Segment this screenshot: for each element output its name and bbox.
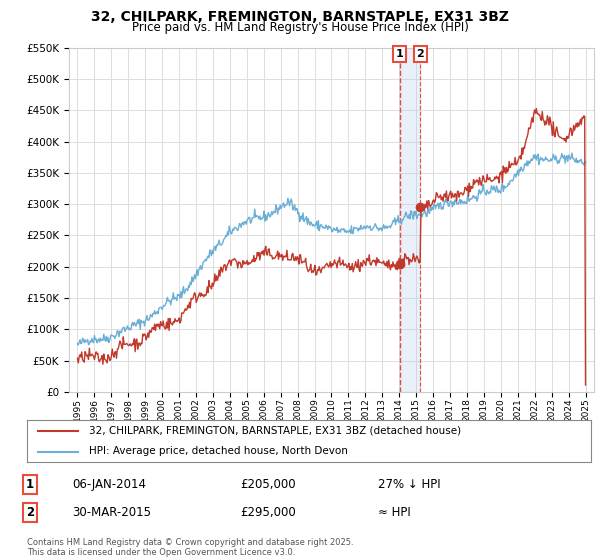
Text: 27% ↓ HPI: 27% ↓ HPI <box>378 478 440 491</box>
Text: 06-JAN-2014: 06-JAN-2014 <box>72 478 146 491</box>
Text: 1: 1 <box>396 49 403 59</box>
Text: HPI: Average price, detached house, North Devon: HPI: Average price, detached house, Nort… <box>89 446 348 456</box>
Text: 32, CHILPARK, FREMINGTON, BARNSTAPLE, EX31 3BZ: 32, CHILPARK, FREMINGTON, BARNSTAPLE, EX… <box>91 10 509 24</box>
Text: £295,000: £295,000 <box>240 506 296 519</box>
Text: 2: 2 <box>416 49 424 59</box>
Bar <box>400 48 421 392</box>
Text: 30-MAR-2015: 30-MAR-2015 <box>72 506 151 519</box>
Text: 2: 2 <box>26 506 34 519</box>
Text: Contains HM Land Registry data © Crown copyright and database right 2025.
This d: Contains HM Land Registry data © Crown c… <box>27 538 353 557</box>
Text: £205,000: £205,000 <box>240 478 296 491</box>
Text: 1: 1 <box>26 478 34 491</box>
Text: 32, CHILPARK, FREMINGTON, BARNSTAPLE, EX31 3BZ (detached house): 32, CHILPARK, FREMINGTON, BARNSTAPLE, EX… <box>89 426 461 436</box>
Text: ≈ HPI: ≈ HPI <box>378 506 411 519</box>
Text: Price paid vs. HM Land Registry's House Price Index (HPI): Price paid vs. HM Land Registry's House … <box>131 21 469 34</box>
